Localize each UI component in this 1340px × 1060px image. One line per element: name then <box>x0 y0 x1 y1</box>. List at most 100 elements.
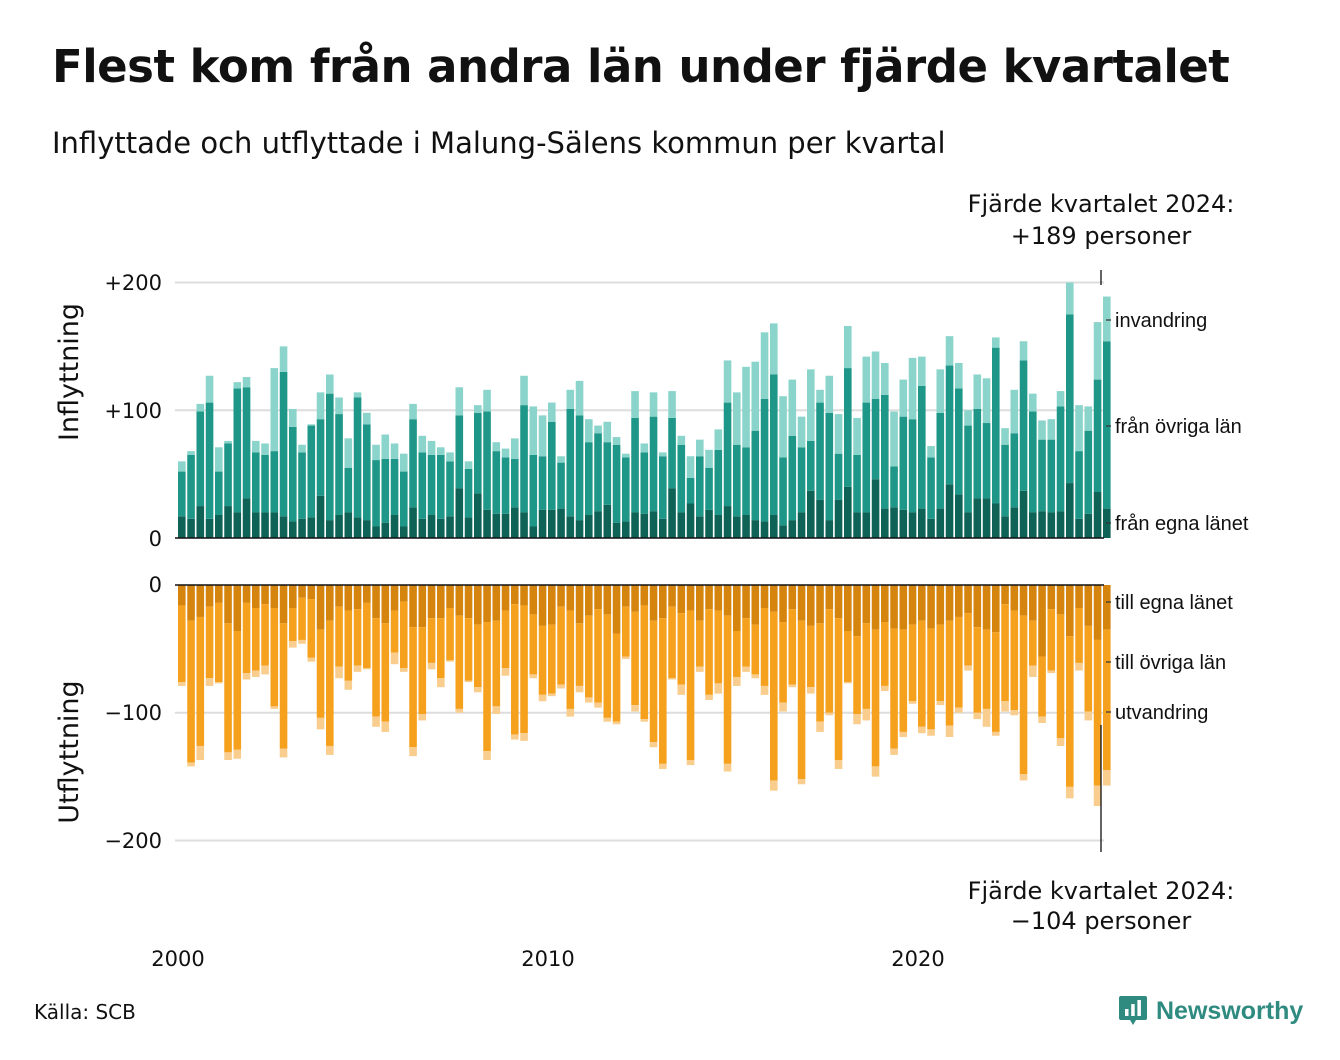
bar-in-1-21 <box>372 460 380 527</box>
bar-in-2-45 <box>594 425 602 434</box>
bar-out-1-10 <box>270 607 279 707</box>
bar-out-0-4 <box>215 585 223 603</box>
bar-out-1-4 <box>215 602 223 683</box>
bar-in-2-67 <box>797 416 806 448</box>
bar-out-2-50 <box>640 719 649 722</box>
bar-in-1-89 <box>1001 444 1009 517</box>
bar-in-1-14 <box>307 425 316 518</box>
bar-in-1-78 <box>899 416 908 510</box>
bar-out-2-5 <box>224 752 232 761</box>
bar-in-1-100 <box>1103 341 1111 509</box>
bar-out-0-97 <box>1075 585 1083 608</box>
bar-out-0-54 <box>677 585 686 614</box>
bar-out-0-1 <box>187 585 195 621</box>
bar-out-1-41 <box>557 606 565 685</box>
bar-in-1-99 <box>1093 379 1102 493</box>
bar-out-0-64 <box>770 585 778 612</box>
bar-out-2-61 <box>742 666 750 672</box>
bar-in-2-53 <box>668 391 676 418</box>
bar-out-1-22 <box>381 623 390 722</box>
label-utvandring: utvandring <box>1115 702 1208 724</box>
bar-out-1-20 <box>363 602 371 669</box>
bar-in-1-15 <box>316 419 325 496</box>
bar-out-0-84 <box>955 585 963 617</box>
bar-in-1-20 <box>363 424 371 521</box>
bar-out-2-87 <box>982 708 991 727</box>
bar-out-0-34 <box>492 585 501 621</box>
bar-out-0-70 <box>825 585 834 610</box>
bar-out-1-85 <box>964 613 972 666</box>
bar-out-1-51 <box>649 620 658 743</box>
bar-in-1-44 <box>585 442 593 516</box>
bar-in-2-74 <box>862 356 871 403</box>
gridlines <box>175 281 1104 842</box>
bar-in-1-9 <box>261 454 269 513</box>
bar-out-1-83 <box>945 620 954 726</box>
bar-in-0-67 <box>797 512 806 538</box>
bar-in-0-75 <box>871 479 880 538</box>
bar-out-0-26 <box>418 585 427 628</box>
bar-out-2-25 <box>409 747 417 757</box>
bar-out-2-86 <box>973 712 982 720</box>
bar-out-0-19 <box>353 585 362 610</box>
bar-in-2-18 <box>344 438 353 468</box>
bar-out-1-80 <box>918 620 926 727</box>
bar-out-2-53 <box>668 678 676 680</box>
bar-in-0-98 <box>1084 513 1093 538</box>
bar-in-0-31 <box>464 517 473 538</box>
bar-out-0-39 <box>538 585 547 626</box>
bar-in-2-46 <box>603 421 612 443</box>
bar-in-0-52 <box>659 518 667 538</box>
bar-out-0-78 <box>899 585 908 630</box>
bar-out-2-41 <box>557 684 565 689</box>
bar-in-1-80 <box>918 385 926 509</box>
bar-in-2-50 <box>640 443 649 453</box>
bar-in-0-24 <box>400 526 408 538</box>
bar-in-1-24 <box>400 471 408 527</box>
bar-out-0-58 <box>714 585 723 611</box>
bar-out-0-81 <box>927 585 935 629</box>
bar-in-0-79 <box>908 512 917 538</box>
y-axis-title-utflyttning: Utflyttning <box>54 680 85 823</box>
bar-out-0-83 <box>945 585 954 621</box>
bar-in-1-98 <box>1084 430 1093 514</box>
bar-in-1-7 <box>242 387 251 499</box>
bar-in-0-22 <box>381 522 390 538</box>
bar-in-2-63 <box>760 332 769 399</box>
bar-in-1-0 <box>178 471 186 517</box>
bar-in-0-42 <box>566 516 575 538</box>
bar-in-2-83 <box>945 336 954 366</box>
bar-in-1-62 <box>751 430 760 521</box>
bar-in-1-48 <box>622 457 630 522</box>
bar-in-2-4 <box>215 447 223 472</box>
bar-in-2-24 <box>400 453 408 472</box>
bar-in-1-19 <box>353 397 362 518</box>
bar-out-0-42 <box>566 585 575 611</box>
bar-in-2-87 <box>982 378 991 424</box>
bar-out-2-57 <box>705 694 713 700</box>
bar-in-2-54 <box>677 435 686 445</box>
bar-in-0-47 <box>612 522 621 538</box>
bar-in-0-21 <box>372 526 380 538</box>
bar-out-1-50 <box>640 605 649 720</box>
bar-out-0-2 <box>196 585 205 617</box>
bar-out-0-41 <box>557 585 565 607</box>
bar-out-1-30 <box>455 615 464 709</box>
bar-out-1-28 <box>437 618 445 679</box>
bar-in-0-2 <box>196 506 205 538</box>
bar-in-0-51 <box>649 511 658 538</box>
bar-in-0-63 <box>760 521 769 538</box>
bar-out-1-56 <box>696 620 704 667</box>
bar-in-2-30 <box>455 387 464 416</box>
bar-out-1-58 <box>714 610 723 684</box>
bar-out-0-67 <box>797 585 806 621</box>
bar-out-1-44 <box>585 615 593 698</box>
bar-in-2-65 <box>779 396 787 458</box>
bar-out-0-77 <box>890 585 898 629</box>
bar-in-2-15 <box>316 392 325 420</box>
bar-in-1-13 <box>298 452 306 519</box>
bar-in-2-44 <box>585 419 593 443</box>
bar-in-1-96 <box>1066 314 1074 484</box>
bar-in-1-42 <box>566 408 575 517</box>
bar-in-0-76 <box>881 508 889 538</box>
